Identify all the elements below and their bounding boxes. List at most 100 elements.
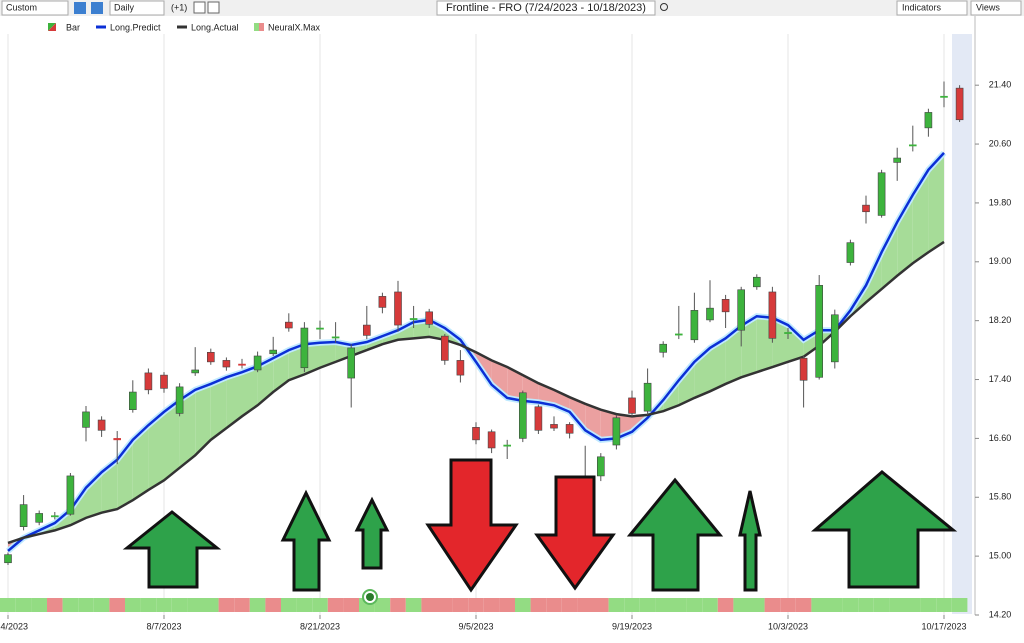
candle-body <box>596 456 605 477</box>
candle-body <box>940 95 948 98</box>
band-fill <box>195 383 211 456</box>
signal-cell <box>733 598 749 612</box>
candle-body <box>472 427 480 441</box>
candle-body <box>737 289 746 331</box>
candle-body <box>66 475 75 515</box>
signal-cell <box>624 598 640 612</box>
zoom-in[interactable] <box>74 2 86 14</box>
indicators-select[interactable] <box>896 0 968 16</box>
offset-plus[interactable] <box>193 1 206 14</box>
y-tick-label: 18.20 <box>989 315 1012 325</box>
buy-arrow <box>354 496 390 570</box>
legend-signal-icon <box>259 23 264 31</box>
signal-cell <box>468 598 484 612</box>
signal-cell <box>171 598 188 612</box>
candle-body <box>331 336 340 339</box>
alert-dot <box>366 593 374 601</box>
band-fill <box>897 194 913 276</box>
signal-cell <box>234 598 250 612</box>
y-tick-label: 21.40 <box>989 80 1012 90</box>
candle-body <box>815 285 824 378</box>
signal-cell <box>0 598 16 612</box>
band-fill <box>710 338 726 392</box>
candle-body <box>830 314 839 363</box>
symbol-box[interactable] <box>436 0 656 16</box>
candle-body <box>706 307 714 321</box>
candle-body <box>768 291 777 339</box>
signal-cell <box>608 598 625 612</box>
views-text: Views <box>976 2 1000 12</box>
candle-body <box>752 276 761 288</box>
band-fill <box>803 330 820 357</box>
candle-body <box>721 299 730 313</box>
candle-body <box>487 431 496 449</box>
search-icon[interactable] <box>660 3 668 11</box>
band-fill <box>741 316 757 378</box>
signal-cell <box>749 598 765 612</box>
signal-cell <box>296 598 313 612</box>
candle-body <box>253 355 262 371</box>
band-fill <box>288 344 305 381</box>
band-fill <box>788 325 804 362</box>
signal-cell <box>717 598 734 612</box>
candle-body <box>565 424 574 434</box>
current-bar-shade <box>952 34 972 614</box>
period-select[interactable] <box>1 0 69 16</box>
candle-body <box>518 392 527 439</box>
candle-body <box>784 332 792 334</box>
legend-bar-icon <box>48 23 56 31</box>
signal-cell <box>421 598 437 612</box>
candle-body <box>908 144 917 147</box>
candle-body <box>846 242 855 263</box>
signal-cell <box>811 598 827 612</box>
y-tick-label: 17.40 <box>989 374 1012 384</box>
signal-cell <box>499 598 515 612</box>
signal-cell <box>483 598 500 612</box>
candle-body <box>82 411 90 428</box>
y-tick-label: 15.80 <box>989 492 1012 502</box>
candle-body <box>284 321 293 329</box>
offset-minus[interactable] <box>207 1 220 14</box>
candle-body <box>674 333 683 336</box>
candle-body <box>643 382 652 412</box>
line-series <box>7 240 945 545</box>
band-fill <box>86 472 102 518</box>
candle-body <box>113 438 121 441</box>
candle-body <box>222 360 231 368</box>
signal-cell <box>842 598 859 612</box>
signal-cell <box>156 598 172 612</box>
signal-cell <box>593 598 609 612</box>
candle-body <box>550 424 558 429</box>
zoom-out[interactable] <box>91 2 103 14</box>
signal-cell <box>764 598 781 612</box>
signal-cell <box>795 598 812 612</box>
x-tick-label: 7/24/2023 <box>0 621 28 631</box>
signal-cell <box>140 598 157 612</box>
signal-cell <box>203 598 219 612</box>
buy-arrow <box>738 490 762 592</box>
candle-body <box>347 347 356 379</box>
signal-arrows <box>122 458 958 593</box>
signal-cell <box>827 598 843 612</box>
signal-cell <box>405 598 422 612</box>
x-tick-label: 10/17/2023 <box>921 621 966 631</box>
candle-body <box>456 360 465 376</box>
band-fill <box>304 342 320 375</box>
candle-body <box>799 357 808 381</box>
x-tick-label: 9/19/2023 <box>612 621 652 631</box>
signal-cell <box>374 598 391 612</box>
signal-cell <box>218 598 235 612</box>
band-fill <box>772 317 788 368</box>
signal-cell <box>78 598 94 612</box>
band-fill <box>210 377 227 440</box>
band-fill <box>756 316 773 373</box>
views-select[interactable] <box>970 0 1022 16</box>
signal-cell <box>93 598 110 612</box>
band-fill <box>678 361 695 406</box>
band-fill <box>148 411 164 490</box>
signal-cell <box>281 598 297 612</box>
alert-icon[interactable] <box>362 589 378 605</box>
sell-arrow <box>534 475 616 591</box>
interval-select[interactable] <box>109 0 165 16</box>
